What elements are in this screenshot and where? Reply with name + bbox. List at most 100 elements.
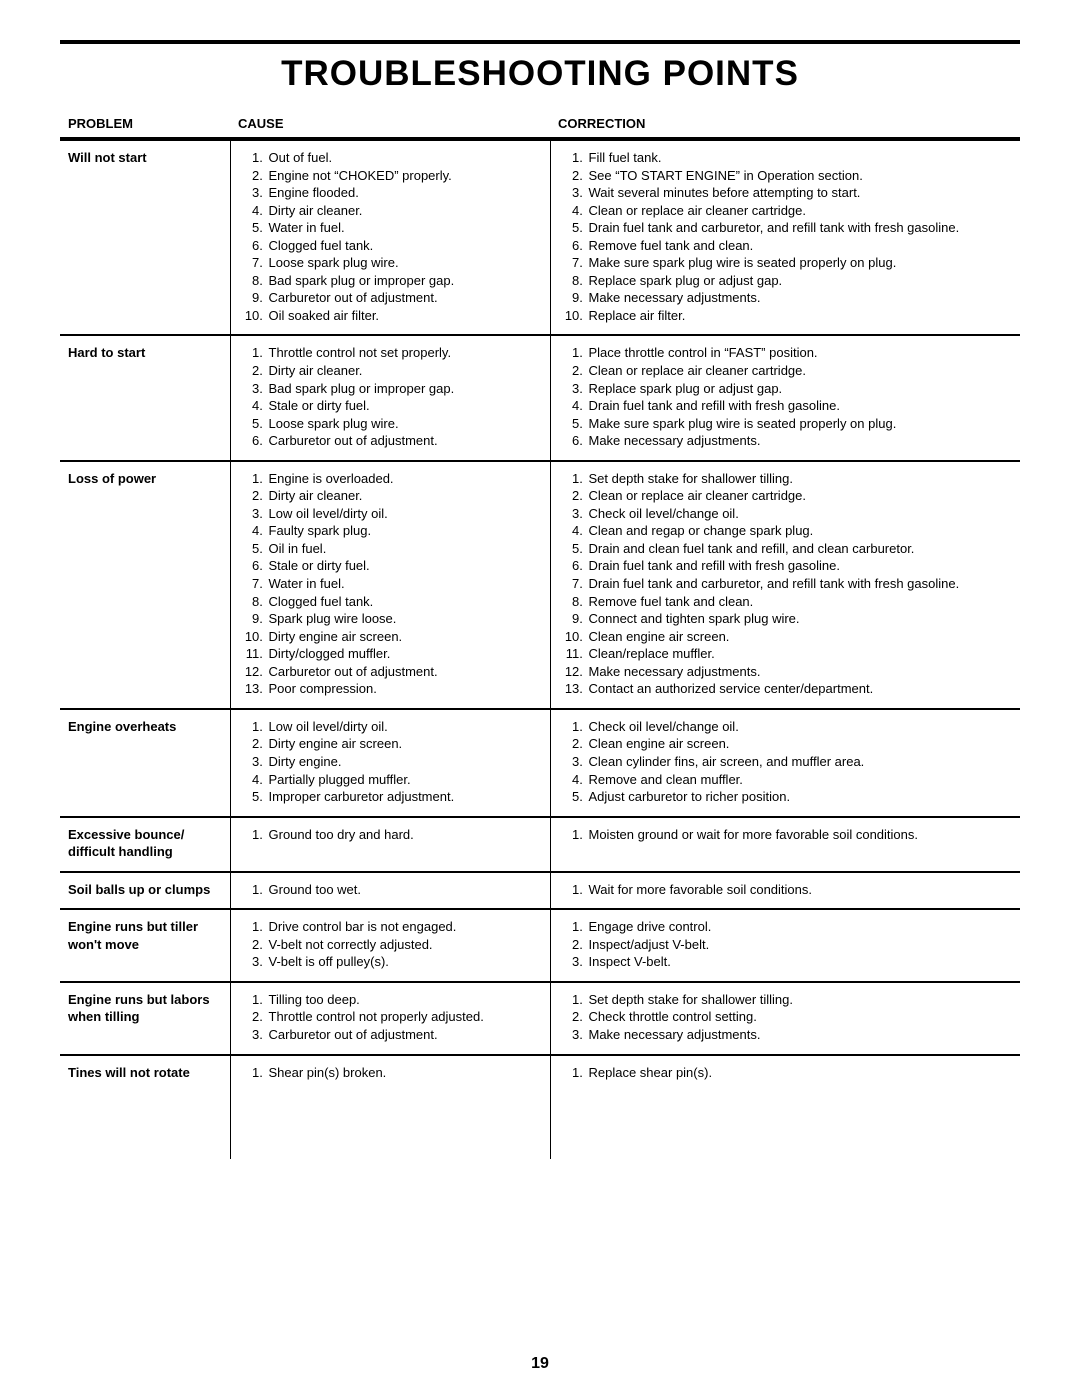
cause-item: Stale or dirty fuel. [267,557,542,575]
correction-item: Make sure spark plug wire is seated prop… [587,415,1013,433]
cause-cell: Tilling too deep.Throttle control not pr… [230,982,550,1055]
cause-item: Poor compression. [267,680,542,698]
cause-cell: Ground too wet. [230,872,550,910]
problem-cell: Excessive bounce/ difficult handling [60,817,230,872]
col-header-problem: PROBLEM [60,112,230,139]
correction-item: Inspect V-belt. [587,953,1013,971]
manual-page: TROUBLESHOOTING POINTS PROBLEM CAUSE COR… [0,0,1080,1397]
troubleshooting-table: PROBLEM CAUSE CORRECTION Will not startO… [60,112,1020,1091]
correction-item: Clean cylinder fins, air screen, and muf… [587,753,1013,771]
table-row: Engine overheatsLow oil level/dirty oil.… [60,709,1020,817]
cause-item: Dirty air cleaner. [267,202,542,220]
correction-item: Replace air filter. [587,307,1013,325]
cause-item: Engine is overloaded. [267,470,542,488]
table-row: Hard to startThrottle control not set pr… [60,335,1020,460]
cause-item: Drive control bar is not engaged. [267,918,542,936]
cause-cell: Out of fuel.Engine not “CHOKED” properly… [230,139,550,335]
cause-item: Tilling too deep. [267,991,542,1009]
cause-item: Low oil level/dirty oil. [267,718,542,736]
correction-item: Engage drive control. [587,918,1013,936]
correction-item: Clean engine air screen. [587,628,1013,646]
problem-cell: Engine runs but labors when tilling [60,982,230,1055]
correction-item: Make necessary adjustments. [587,1026,1013,1044]
cause-item: Loose spark plug wire. [267,254,542,272]
table-row: Engine runs but labors when tillingTilli… [60,982,1020,1055]
cause-item: Ground too wet. [267,881,542,899]
correction-item: Drain fuel tank and refill with fresh ga… [587,557,1013,575]
correction-cell: Replace shear pin(s). [550,1055,1020,1092]
correction-item: Wait for more favorable soil conditions. [587,881,1013,899]
correction-item: Check oil level/change oil. [587,505,1013,523]
correction-item: Clean engine air screen. [587,735,1013,753]
problem-cell: Engine runs but tiller won't move [60,909,230,982]
table-row: Soil balls up or clumps Ground too wet. Wa… [60,872,1020,910]
cause-item: Dirty engine. [267,753,542,771]
cause-item: Engine flooded. [267,184,542,202]
correction-cell: Place throttle control in “FAST” positio… [550,335,1020,460]
correction-item: Replace spark plug or adjust gap. [587,272,1013,290]
problem-cell: Will not start [60,139,230,335]
correction-item: Replace spark plug or adjust gap. [587,380,1013,398]
correction-item: Wait several minutes before attempting t… [587,184,1013,202]
cause-item: Dirty engine air screen. [267,735,542,753]
problem-cell: Hard to start [60,335,230,460]
cause-item: Carburetor out of adjustment. [267,663,542,681]
cause-item: V-belt not correctly adjusted. [267,936,542,954]
cause-item: Dirty engine air screen. [267,628,542,646]
correction-item: Clean or replace air cleaner cartridge. [587,487,1013,505]
cause-item: Bad spark plug or improper gap. [267,272,542,290]
problem-cell: Engine overheats [60,709,230,817]
cause-item: Water in fuel. [267,219,542,237]
cause-item: Oil soaked air filter. [267,307,542,325]
cause-item: Carburetor out of adjustment. [267,289,542,307]
cause-cell: Throttle control not set properly.Dirty … [230,335,550,460]
correction-item: Make necessary adjustments. [587,432,1013,450]
correction-item: Check throttle control setting. [587,1008,1013,1026]
correction-item: Make sure spark plug wire is seated prop… [587,254,1013,272]
correction-item: Make necessary adjustments. [587,663,1013,681]
correction-cell: Moisten ground or wait for more favorabl… [550,817,1020,872]
cause-item: Spark plug wire loose. [267,610,542,628]
problem-cell: Soil balls up or clumps [60,872,230,910]
correction-item: Drain fuel tank and carburetor, and refi… [587,575,1013,593]
correction-cell: Set depth stake for shallower tilling.Ch… [550,982,1020,1055]
page-title: TROUBLESHOOTING POINTS [60,54,1020,94]
correction-item: Fill fuel tank. [587,149,1013,167]
cause-item: Engine not “CHOKED” properly. [267,167,542,185]
cause-cell: Shear pin(s) broken. [230,1055,550,1092]
cause-item: Low oil level/dirty oil. [267,505,542,523]
correction-item: Clean and regap or change spark plug. [587,522,1013,540]
cause-item: Partially plugged muffler. [267,771,542,789]
correction-item: Remove fuel tank and clean. [587,593,1013,611]
correction-item: Drain fuel tank and carburetor, and refi… [587,219,1013,237]
cause-item: Clogged fuel tank. [267,593,542,611]
cause-item: Dirty air cleaner. [267,362,542,380]
correction-item: Set depth stake for shallower tilling. [587,470,1013,488]
cause-cell: Engine is overloaded.Dirty air cleaner.L… [230,461,550,709]
cause-item: Clogged fuel tank. [267,237,542,255]
cause-item: Oil in fuel. [267,540,542,558]
correction-cell: Fill fuel tank.See “TO START ENGINE” in … [550,139,1020,335]
cause-item: Carburetor out of adjustment. [267,1026,542,1044]
cause-item: Throttle control not properly adjusted. [267,1008,542,1026]
correction-item: Clean or replace air cleaner cartridge. [587,202,1013,220]
problem-cell: Loss of power [60,461,230,709]
cause-item: V-belt is off pulley(s). [267,953,542,971]
problem-cell: Tines will not rotate [60,1055,230,1092]
correction-item: Make necessary adjustments. [587,289,1013,307]
cause-item: Shear pin(s) broken. [267,1064,542,1082]
cause-item: Dirty/clogged muffler. [267,645,542,663]
page-number: 19 [0,1355,1080,1373]
correction-item: Check oil level/change oil. [587,718,1013,736]
table-row: Will not startOut of fuel.Engine not “CH… [60,139,1020,335]
correction-item: Drain and clean fuel tank and refill, an… [587,540,1013,558]
cause-item: Stale or dirty fuel. [267,397,542,415]
cause-item: Loose spark plug wire. [267,415,542,433]
cause-cell: Low oil level/dirty oil.Dirty engine air… [230,709,550,817]
correction-item: Moisten ground or wait for more favorabl… [587,826,1013,844]
correction-item: Connect and tighten spark plug wire. [587,610,1013,628]
cause-item: Ground too dry and hard. [267,826,542,844]
correction-item: Replace shear pin(s). [587,1064,1013,1082]
cause-item: Throttle control not set properly. [267,344,542,362]
cause-item: Water in fuel. [267,575,542,593]
